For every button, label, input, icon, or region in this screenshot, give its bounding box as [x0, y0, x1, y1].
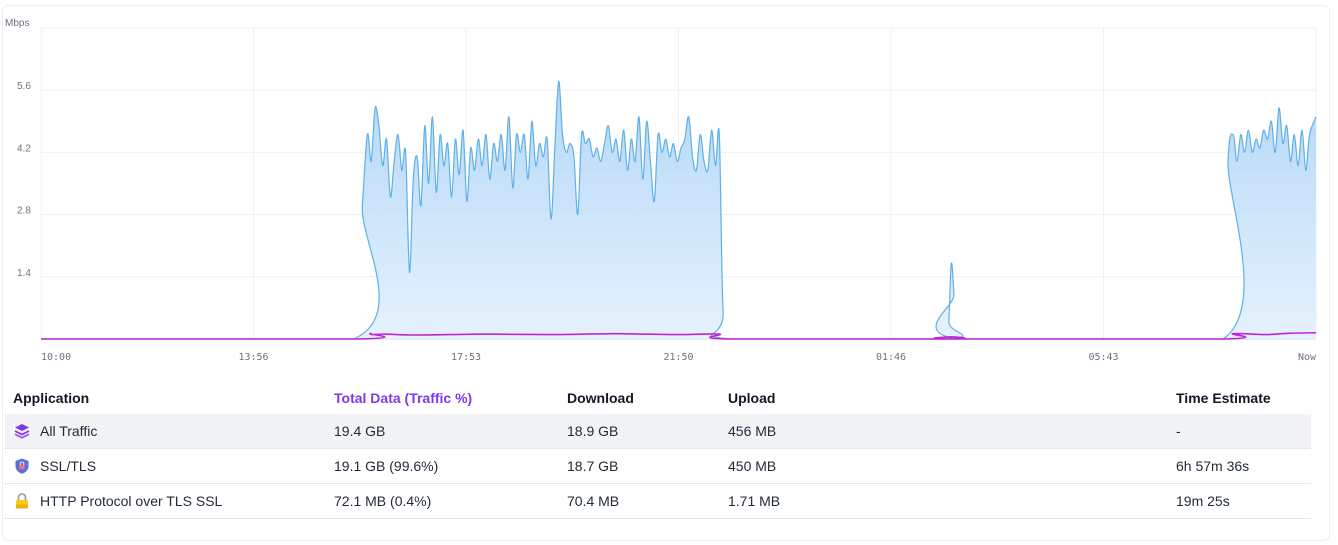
column-header-time-estimate[interactable]: Time Estimate — [1176, 389, 1271, 406]
traffic-chart: Mbps 1.4 2.8 4.2 5.6 10:00 13:56 17:53 21:50 01… — [5, 18, 1317, 363]
applications-table: Application Total Data (Traffic %) Downl… — [5, 381, 1311, 519]
y-tick-label: 1.4 — [17, 268, 31, 279]
column-header-total-data[interactable]: Total Data (Traffic %) — [334, 389, 473, 406]
x-tick-label: 21:50 — [663, 352, 693, 363]
download-cell: 70.4 MB — [559, 483, 720, 519]
table-row-all-traffic[interactable]: All Traffic 19.4 GB 18.9 GB 456 MB - — [5, 414, 1311, 449]
download-series-line — [41, 80, 1317, 340]
column-header-download[interactable]: Download — [567, 389, 634, 406]
column-header-application[interactable]: Application — [13, 389, 90, 406]
app-cell: HTTP Protocol over TLS SSL — [5, 483, 326, 519]
app-cell: SSL/TLS — [5, 448, 326, 484]
total-data-cell: 19.4 GB — [326, 414, 559, 449]
download-cell: 18.7 GB — [559, 448, 720, 484]
shield-lock-icon — [15, 458, 29, 474]
time-estimate-cell: 6h 57m 36s — [1168, 448, 1311, 484]
y-tick-label: 5.6 — [17, 81, 31, 92]
total-data-cell: 19.1 GB (99.6%) — [326, 448, 559, 484]
x-axis-ticks: 10:00 13:56 17:53 21:50 01:46 05:43 Now — [41, 352, 1317, 363]
upload-cell: 450 MB — [720, 448, 1168, 484]
app-name: HTTP Protocol over TLS SSL — [40, 493, 223, 509]
time-estimate-cell: 19m 25s — [1168, 483, 1311, 519]
download-area — [41, 81, 1316, 339]
x-tick-label: 10:00 — [41, 352, 71, 363]
download-cell: 18.9 GB — [559, 414, 720, 449]
y-tick-label: 4.2 — [17, 143, 31, 154]
padlock-icon — [16, 493, 28, 509]
x-tick-label: 01:46 — [876, 352, 906, 363]
layers-icon — [14, 424, 30, 439]
table-row-ssl-tls[interactable]: SSL/TLS 19.1 GB (99.6%) 18.7 GB 450 MB 6… — [5, 448, 1311, 484]
total-data-cell: 72.1 MB (0.4%) — [326, 483, 559, 519]
upload-series-line — [41, 332, 1317, 340]
upload-cell: 456 MB — [720, 414, 1168, 449]
column-header-upload[interactable]: Upload — [728, 389, 776, 406]
table-header-row: Application Total Data (Traffic %) Downl… — [5, 381, 1311, 414]
upload-cell: 1.71 MB — [720, 483, 1168, 519]
x-tick-label: 17:53 — [451, 352, 481, 363]
y-tick-label: 2.8 — [17, 206, 31, 217]
x-tick-label: Now — [1298, 352, 1317, 363]
table-row-http-over-tls[interactable]: HTTP Protocol over TLS SSL 72.1 MB (0.4%… — [5, 483, 1311, 519]
x-tick-label: 05:43 — [1088, 352, 1118, 363]
app-cell: All Traffic — [5, 414, 326, 449]
time-estimate-cell: - — [1168, 414, 1311, 449]
y-axis-label: Mbps — [5, 18, 29, 29]
x-tick-label: 13:56 — [238, 352, 268, 363]
app-name: SSL/TLS — [40, 458, 97, 474]
app-name: All Traffic — [40, 423, 98, 439]
y-axis-ticks: 1.4 2.8 4.2 5.6 — [17, 81, 31, 279]
